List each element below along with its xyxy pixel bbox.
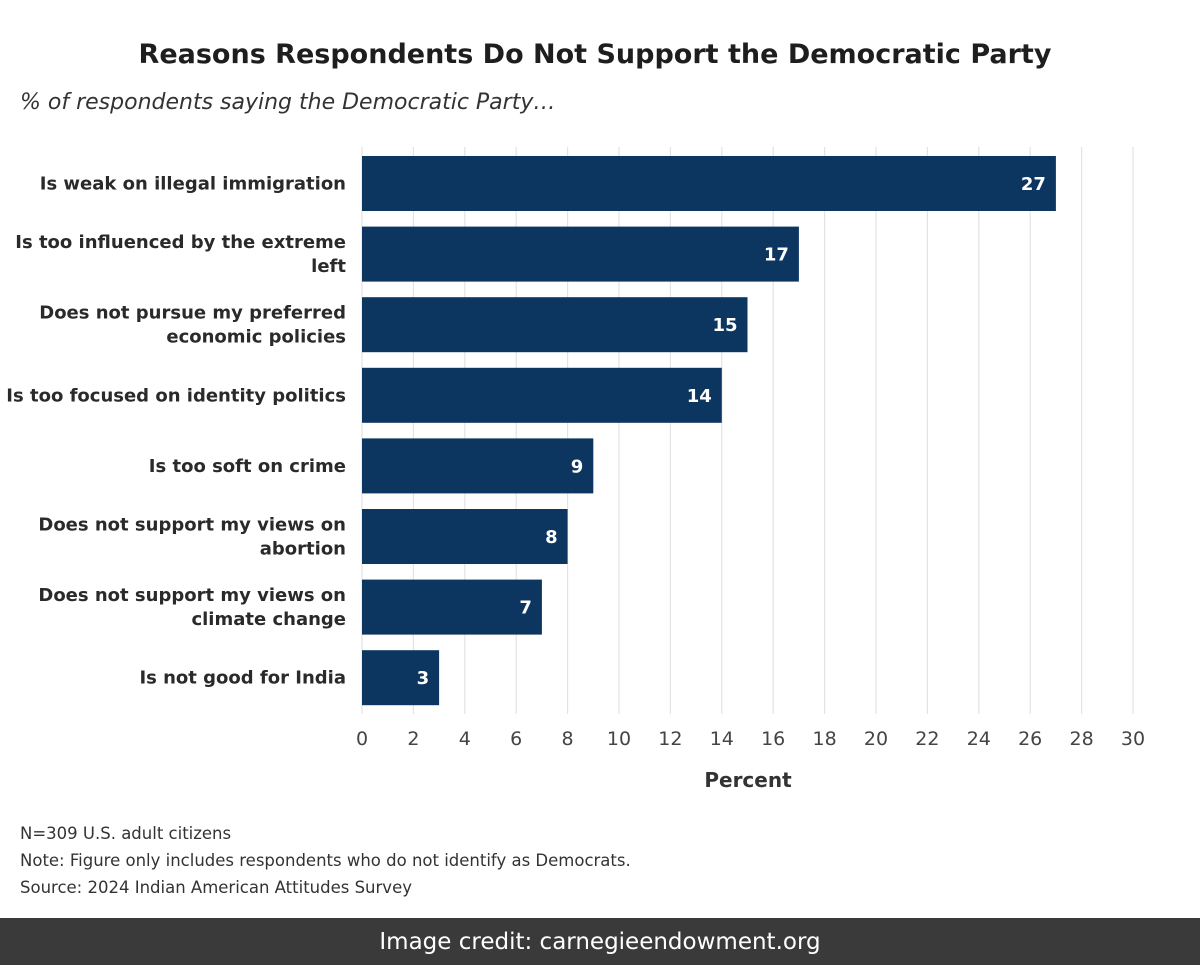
sample-size-note: N=309 U.S. adult citizens	[20, 824, 231, 843]
bar-value-label: 8	[545, 527, 558, 548]
x-tick-label: 26	[1018, 728, 1042, 750]
category-label: Does not pursue my preferred	[39, 303, 346, 324]
bar	[362, 297, 748, 353]
category-label: climate change	[191, 609, 346, 630]
x-tick-label: 0	[356, 728, 368, 750]
chart-title: Reasons Respondents Do Not Support the D…	[139, 39, 1052, 70]
bar	[362, 156, 1056, 211]
x-tick-label: 18	[813, 728, 837, 750]
image-credit-bar: Image credit: carnegieendowment.org	[0, 918, 1200, 965]
bar	[362, 226, 799, 282]
bar	[362, 509, 568, 564]
x-tick-label: 28	[1070, 728, 1094, 750]
bar-value-label: 15	[712, 315, 737, 336]
bar-value-label: 7	[519, 598, 532, 619]
category-label: Is weak on illegal immigration	[40, 174, 346, 195]
category-labels: Is weak on illegal immigration Is too inf…	[6, 174, 346, 689]
figure-note: Note: Figure only includes respondents w…	[20, 851, 631, 870]
bar	[362, 579, 542, 635]
chart-subtitle: % of respondents saying the Democratic P…	[20, 90, 555, 115]
category-label: Does not support my views on	[38, 515, 346, 536]
category-label: Does not support my views on	[38, 585, 346, 606]
x-tick-label: 16	[761, 728, 785, 750]
bar-value-label: 17	[764, 245, 789, 266]
x-tick-label: 22	[915, 728, 939, 750]
bar-value-label: 27	[1021, 174, 1046, 195]
bar-value-label: 3	[417, 668, 430, 689]
category-label: abortion	[260, 539, 346, 560]
x-tick-label: 6	[510, 728, 522, 750]
x-tick-label: 4	[459, 728, 471, 750]
x-tick-label: 2	[407, 728, 419, 750]
x-tick-label: 24	[967, 728, 991, 750]
bar	[362, 438, 594, 494]
bars: 27 17 15 14 9 8 7 3	[362, 156, 1056, 706]
x-tick-label: 30	[1121, 728, 1145, 750]
category-label: Is not good for India	[139, 668, 346, 689]
bar-value-label: 14	[687, 386, 712, 407]
bar	[362, 650, 440, 706]
x-tick-label: 10	[607, 728, 631, 750]
bar-chart: Reasons Respondents Do Not Support the D…	[6, 39, 1145, 897]
bar-value-label: 9	[571, 456, 584, 477]
x-tick-label: 12	[658, 728, 682, 750]
category-label: Is too influenced by the extreme	[15, 232, 346, 253]
category-label: economic policies	[166, 327, 346, 348]
x-axis-title: Percent	[704, 768, 792, 792]
source-note: Source: 2024 Indian American Attitudes S…	[20, 878, 412, 897]
x-axis-ticks: 0 2 4 6 8 10 12 14 16 18 20 22 24 26 28 30	[356, 728, 1145, 750]
x-tick-label: 14	[710, 728, 734, 750]
category-label: left	[311, 256, 346, 277]
category-label: Is too soft on crime	[149, 456, 346, 477]
category-label: Is too focused on identity politics	[6, 385, 346, 406]
x-tick-label: 8	[562, 728, 574, 750]
x-tick-label: 20	[864, 728, 888, 750]
bar	[362, 367, 722, 423]
image-credit-text: Image credit: carnegieendowment.org	[379, 928, 821, 955]
